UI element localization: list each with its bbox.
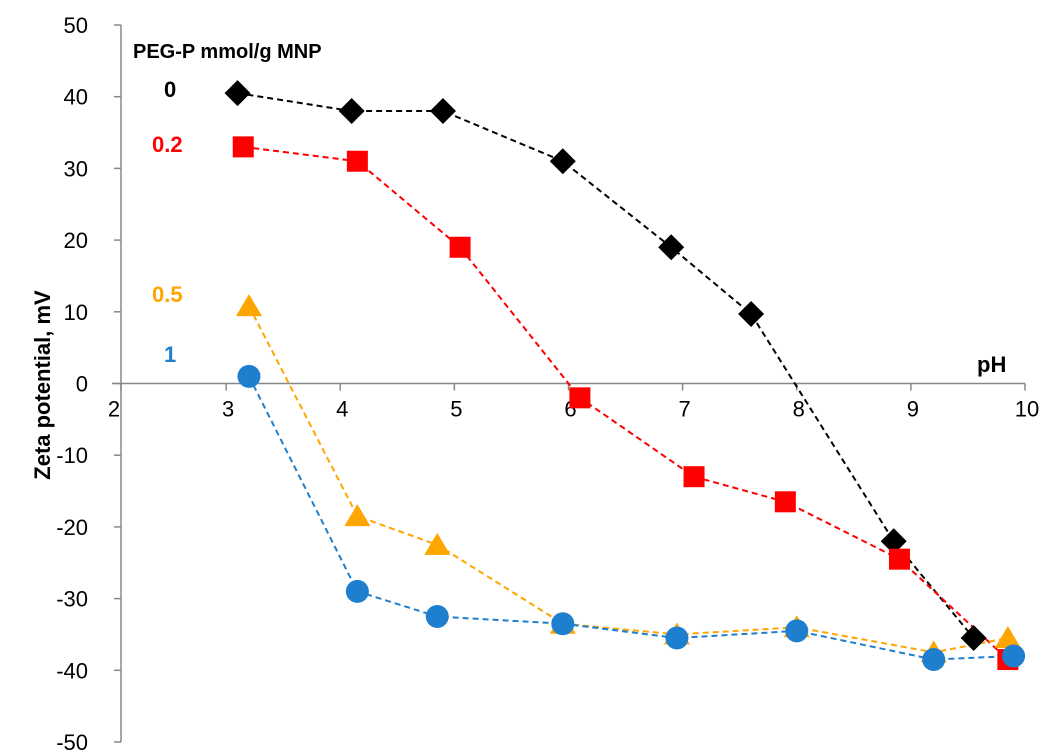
y-tick-label: -40 [56,658,88,683]
x-tick-label: 5 [450,397,462,422]
marker-diamond [549,148,576,175]
marker-square [683,466,705,488]
marker-diamond [338,98,365,125]
series-label-1: 1 [164,342,176,367]
series-label-0.2: 0.2 [152,132,183,157]
series-label-0: 0 [164,77,176,102]
series-label-0.5: 0.5 [152,282,183,307]
marker-triangle [235,294,262,317]
marker-triangle [424,532,451,555]
marker-diamond [658,234,685,261]
x-tick-label: 2 [108,397,120,422]
marker-square [232,136,254,158]
marker-square [569,387,591,409]
y-tick-label: 0 [76,372,88,397]
marker-circle [237,364,261,388]
marker-diamond [224,80,251,107]
series-line-0.5 [248,305,1009,654]
y-tick-label: 30 [64,156,88,181]
marker-square [346,150,368,172]
marker-circle [1002,644,1026,668]
x-tick-label: 7 [679,397,691,422]
marker-circle [425,605,449,629]
y-tick-label: -20 [56,515,88,540]
marker-circle [785,619,809,643]
series-line-0.2 [243,145,1009,661]
series-line-0 [237,92,975,639]
legend-title: PEG-P mmol/g MNP [133,41,322,63]
y-tick-label: -10 [56,443,88,468]
y-tick-label: -30 [56,587,88,612]
marker-square [449,236,471,258]
series-markers [224,80,1026,672]
marker-square [774,491,796,513]
marker-circle [922,648,946,672]
y-axis-title: Zeta potential, mV [30,290,55,480]
x-tick-label: 4 [336,397,348,422]
marker-square [888,548,910,570]
y-tick-label: 50 [64,13,88,38]
marker-circle [665,626,689,650]
x-tick-label: 3 [222,397,234,422]
labels: PEG-P mmol/g MNP pH Zeta potential, mV 0… [30,41,1006,480]
marker-circle [345,579,369,603]
y-tick-label: 40 [64,85,88,110]
marker-diamond [880,528,907,555]
marker-circle [551,612,575,636]
x-axis-title: pH [977,352,1006,377]
y-tick-label: -50 [56,730,88,754]
series-lines [237,92,1014,661]
marker-triangle [994,626,1021,649]
y-tick-label: 20 [64,228,88,253]
marker-diamond [429,98,456,125]
y-tick-label: 10 [64,300,88,325]
series-line-1 [248,375,1014,661]
marker-triangle [344,504,371,527]
x-tick-label: 10 [1015,397,1039,422]
x-tick-label: 9 [907,397,919,422]
marker-diamond [738,300,765,327]
x-tick-label: 8 [793,397,805,422]
marker-diamond [960,625,987,652]
